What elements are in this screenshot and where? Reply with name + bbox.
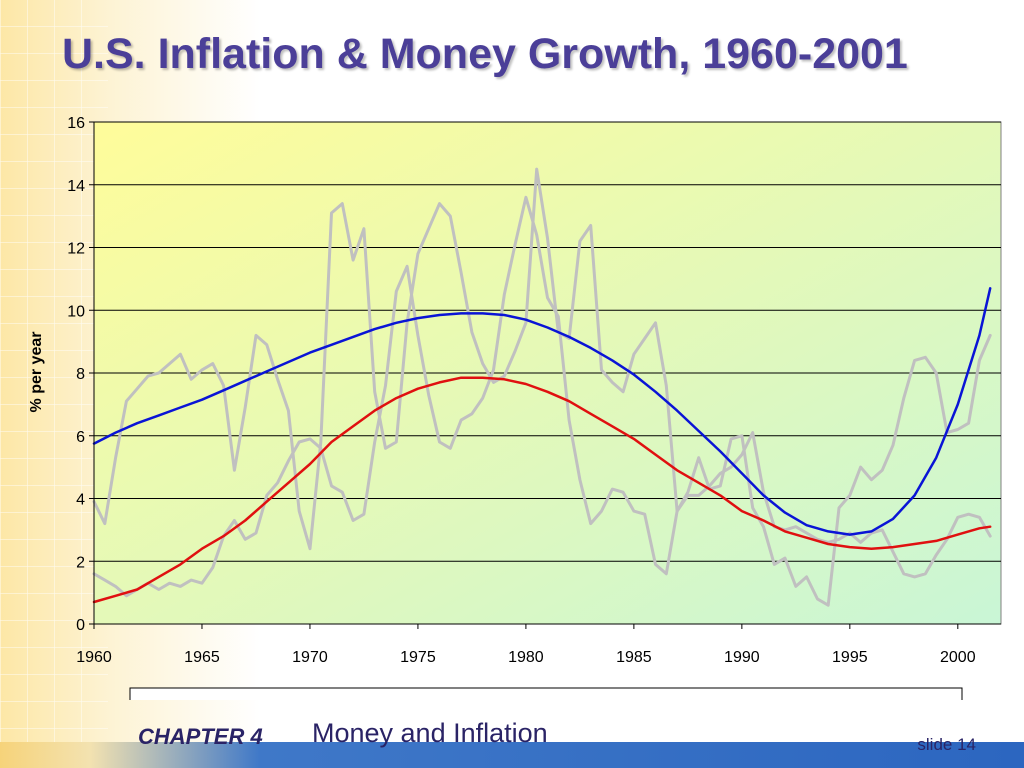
y-tick-label: 16	[67, 115, 85, 132]
y-tick-label: 10	[67, 303, 85, 320]
legend: inflation rate M2 growth rate inflation ra…	[129, 687, 963, 700]
y-tick-label: 8	[76, 366, 85, 383]
x-tick-label: 1980	[508, 649, 544, 666]
x-tick-label: 1970	[292, 649, 328, 666]
legend-label: M2 growth rate	[346, 697, 459, 700]
inflation-rate-trend-line	[92, 376, 992, 604]
footer-slide-number: slide 14	[917, 735, 976, 754]
x-tick-label: 1995	[832, 649, 868, 666]
x-tick-label: 1960	[76, 649, 112, 666]
x-tick-label: 1990	[724, 649, 760, 666]
y-tick-label: 14	[67, 178, 85, 195]
slide-title: U.S. Inflation & Money Growth, 1960-2001	[62, 30, 908, 78]
y-axis-label: % per year	[28, 332, 45, 413]
m2-growth-rate-line	[92, 167, 992, 607]
left-decorative-panel	[0, 0, 108, 768]
x-tick-label: 2000	[940, 649, 976, 666]
m2-trend-growth-rate-line	[92, 287, 992, 536]
y-tick-label: 2	[76, 554, 85, 571]
series-group	[92, 167, 992, 607]
y-ticks: 0 2 4 6 8 10 12 14 16	[67, 115, 94, 634]
legend-label: inflation rate	[178, 697, 271, 700]
x-tick-label: 1975	[400, 649, 436, 666]
footer-bar	[0, 742, 1024, 768]
legend-label: M2 trend growth rate	[756, 697, 913, 700]
gridlines	[94, 121, 1001, 562]
footer-chapter-label: CHAPTER 4	[138, 724, 263, 749]
y-tick-label: 4	[76, 492, 85, 509]
footer-chapter-subject: Money and Inflation	[312, 718, 548, 748]
inflation-rate-line	[92, 195, 992, 598]
y-tick-label: 0	[76, 617, 85, 634]
x-tick-label: 1985	[616, 649, 652, 666]
legend-label: inflation rate trend	[536, 697, 672, 700]
y-tick-label: 12	[67, 241, 85, 258]
x-ticks: 1960 1965 1970 1975 1980 1985 1990 1995 2000	[76, 624, 976, 666]
x-tick-label: 1965	[184, 649, 220, 666]
legend-box	[129, 687, 963, 700]
y-tick-label: 6	[76, 429, 85, 446]
